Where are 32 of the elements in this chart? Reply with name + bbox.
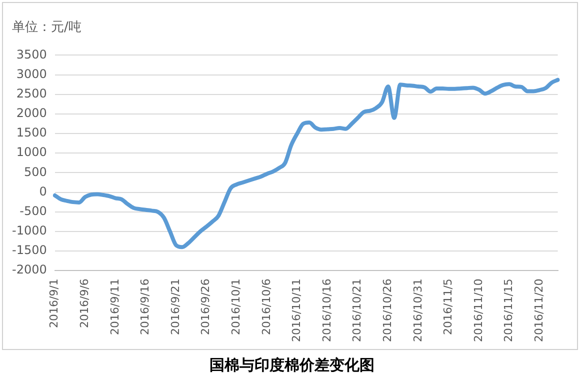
x-tick-label: 2016/9/21 <box>168 278 182 336</box>
y-tick-label: -1500 <box>12 243 47 258</box>
y-tick-label: 0 <box>39 184 47 198</box>
y-tick-label: 2000 <box>16 106 47 120</box>
y-axis-title: 单位：元/吨 <box>12 19 82 36</box>
y-tick-label: 2500 <box>16 86 47 100</box>
y-tick-label: 3000 <box>16 66 47 81</box>
y-tick-label: -500 <box>20 204 47 218</box>
x-tick-label: 2016/11/5 <box>442 278 455 336</box>
y-tick-label: -1000 <box>12 224 47 238</box>
x-tick-label: 2016/11/10 <box>472 278 485 342</box>
x-tick-label: 2016/10/31 <box>411 278 424 342</box>
x-tick-label: 2016/11/20 <box>532 278 546 342</box>
y-tick-label: 1500 <box>16 126 47 140</box>
y-tick-label: 500 <box>24 164 47 179</box>
x-tick-label: 2016/10/16 <box>320 278 334 342</box>
x-tick-label: 2016/10/21 <box>350 278 364 342</box>
x-tick-label: 2016/9/1 <box>48 278 61 328</box>
x-tick-label: 2016/9/6 <box>78 278 92 328</box>
text: 国棉与印度棉价差变化图 <box>208 356 376 375</box>
y-tick-label: -2000 <box>12 262 47 277</box>
x-tick-label: 2016/10/6 <box>260 278 273 336</box>
y-tick-label: 3500 <box>16 47 47 62</box>
x-tick-label: 2016/9/16 <box>138 278 152 336</box>
x-tick-label: 2016/11/15 <box>502 278 516 342</box>
line-series <box>52 78 560 250</box>
x-tick-label: 2016/10/11 <box>290 278 304 342</box>
x-tick-label: 2016/9/11 <box>108 278 122 336</box>
x-tick-label: 2016/10/26 <box>380 278 394 342</box>
x-tick-label: 2016/10/1 <box>230 278 243 336</box>
y-tick-label: 1000 <box>16 145 47 160</box>
x-tick-label: 2016/9/26 <box>199 278 212 336</box>
